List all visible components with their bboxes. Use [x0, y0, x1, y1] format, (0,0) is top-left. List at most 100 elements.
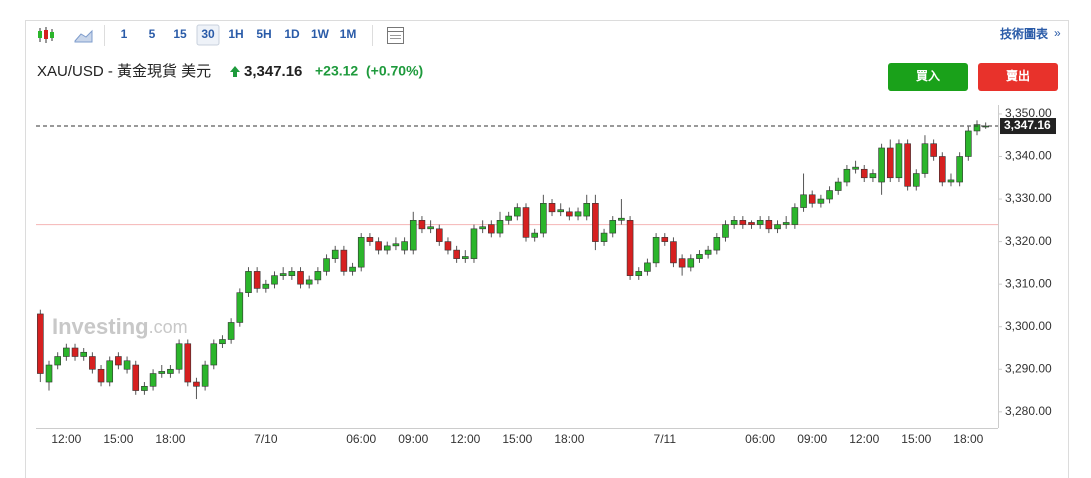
candle-body [193, 381, 200, 387]
candle-body [271, 275, 278, 285]
x-tick-label: 15:00 [901, 432, 931, 446]
buy-button[interactable] [888, 63, 968, 91]
candle-body [860, 168, 868, 179]
candle-body [904, 143, 911, 187]
candle-body [730, 220, 738, 225]
y-tick-label: 3,340.00 [1005, 149, 1052, 163]
candle-body [392, 243, 400, 247]
x-tick-label: 18:00 [155, 432, 185, 446]
x-tick-label: 09:00 [398, 432, 428, 446]
x-tick-label: 18:00 [554, 432, 584, 446]
symbol: XAU/USD - 黃金現貨 美元 [37, 63, 211, 80]
x-tick-label: 12:00 [849, 432, 879, 446]
candle-body [45, 364, 53, 383]
sell-button[interactable] [978, 63, 1058, 91]
candle-body [331, 249, 339, 259]
candle-body [488, 224, 495, 234]
interval-button[interactable]: 1W [311, 27, 330, 41]
candle-body [253, 271, 261, 289]
interval-button[interactable]: 30 [201, 27, 215, 41]
candle-body [869, 173, 877, 179]
candle-body [696, 254, 703, 259]
candle-body [808, 194, 816, 204]
candle-body [678, 258, 686, 268]
candle-body [583, 203, 591, 217]
technical-chart-link[interactable]: 技術圖表 [1000, 26, 1049, 41]
candle-body [826, 190, 833, 200]
candle-body [132, 364, 140, 391]
interval-button[interactable]: 1H [228, 27, 243, 41]
candle-body [340, 249, 348, 272]
candle-body [843, 168, 851, 183]
change-pct: (+0.70%) [366, 63, 423, 79]
candle-body [349, 266, 356, 272]
candle-body [834, 181, 842, 191]
candle-body [852, 166, 859, 170]
candle-body [314, 271, 322, 281]
candle-body [401, 241, 408, 251]
y-tick-label: 3,330.00 [1005, 191, 1052, 205]
candle-body [756, 220, 764, 225]
candle-body [262, 283, 270, 289]
x-tick-label: 15:00 [103, 432, 133, 446]
x-tick-label: 7/11 [654, 432, 677, 446]
candle-body [765, 220, 773, 230]
interval-button[interactable]: 5 [149, 27, 156, 41]
candle-body [895, 143, 903, 179]
candle-body [54, 356, 61, 366]
x-tick-label: 06:00 [745, 432, 775, 446]
candle-body [305, 279, 313, 285]
candle-body [409, 220, 417, 251]
interval-button[interactable]: 1 [121, 27, 128, 41]
candle-body [427, 226, 434, 230]
candle-body [713, 237, 721, 251]
candle-body [938, 156, 946, 183]
candle-body [175, 343, 183, 370]
candle-body [574, 211, 582, 217]
candle-body [704, 249, 712, 255]
candle-body [115, 356, 122, 366]
candle-body [375, 241, 382, 251]
candle-body [158, 371, 166, 374]
y-tick-label: 3,300.00 [1005, 319, 1052, 333]
candle-body [817, 198, 825, 204]
change: +23.12 [315, 63, 358, 79]
candle-body [357, 237, 365, 268]
sell-label[interactable]: 賣出 [1005, 68, 1030, 83]
candle-body [618, 217, 625, 221]
area-icon[interactable] [74, 29, 93, 43]
candle-body [973, 124, 981, 132]
candle-body [609, 220, 617, 234]
candle-body [947, 179, 955, 183]
candle-body [435, 228, 443, 242]
x-tick-label: 15:00 [502, 432, 532, 446]
interval-button[interactable]: 5H [256, 27, 271, 41]
candle-body [37, 313, 44, 374]
candle-body [965, 130, 972, 157]
candle-body [288, 271, 296, 276]
x-tick-label: 06:00 [346, 432, 376, 446]
candle-body [652, 237, 660, 264]
watermark-suffix: .com [149, 317, 188, 337]
interval-button[interactable]: 1D [284, 27, 300, 41]
candle-body [184, 343, 192, 383]
candle-body [496, 220, 504, 234]
interval-button[interactable]: 15 [173, 27, 187, 41]
candle-body [557, 209, 565, 213]
buy-label[interactable]: 買入 [916, 69, 940, 83]
candle-icon[interactable] [38, 27, 54, 43]
interval-button[interactable]: 1M [340, 27, 357, 41]
x-tick-label: 7/10 [254, 432, 278, 446]
y-tick-label: 3,350.00 [1005, 106, 1052, 120]
candle-body [63, 347, 70, 357]
candle-body [956, 156, 963, 183]
candle-body [921, 143, 929, 174]
link-arrow[interactable]: » [1054, 26, 1061, 40]
layout-icon[interactable] [387, 27, 404, 44]
watermark: Investing.com [52, 314, 188, 339]
up-arrow [230, 66, 240, 77]
candle-body [210, 343, 218, 366]
candle-body [97, 368, 105, 383]
candle-body [383, 245, 391, 251]
